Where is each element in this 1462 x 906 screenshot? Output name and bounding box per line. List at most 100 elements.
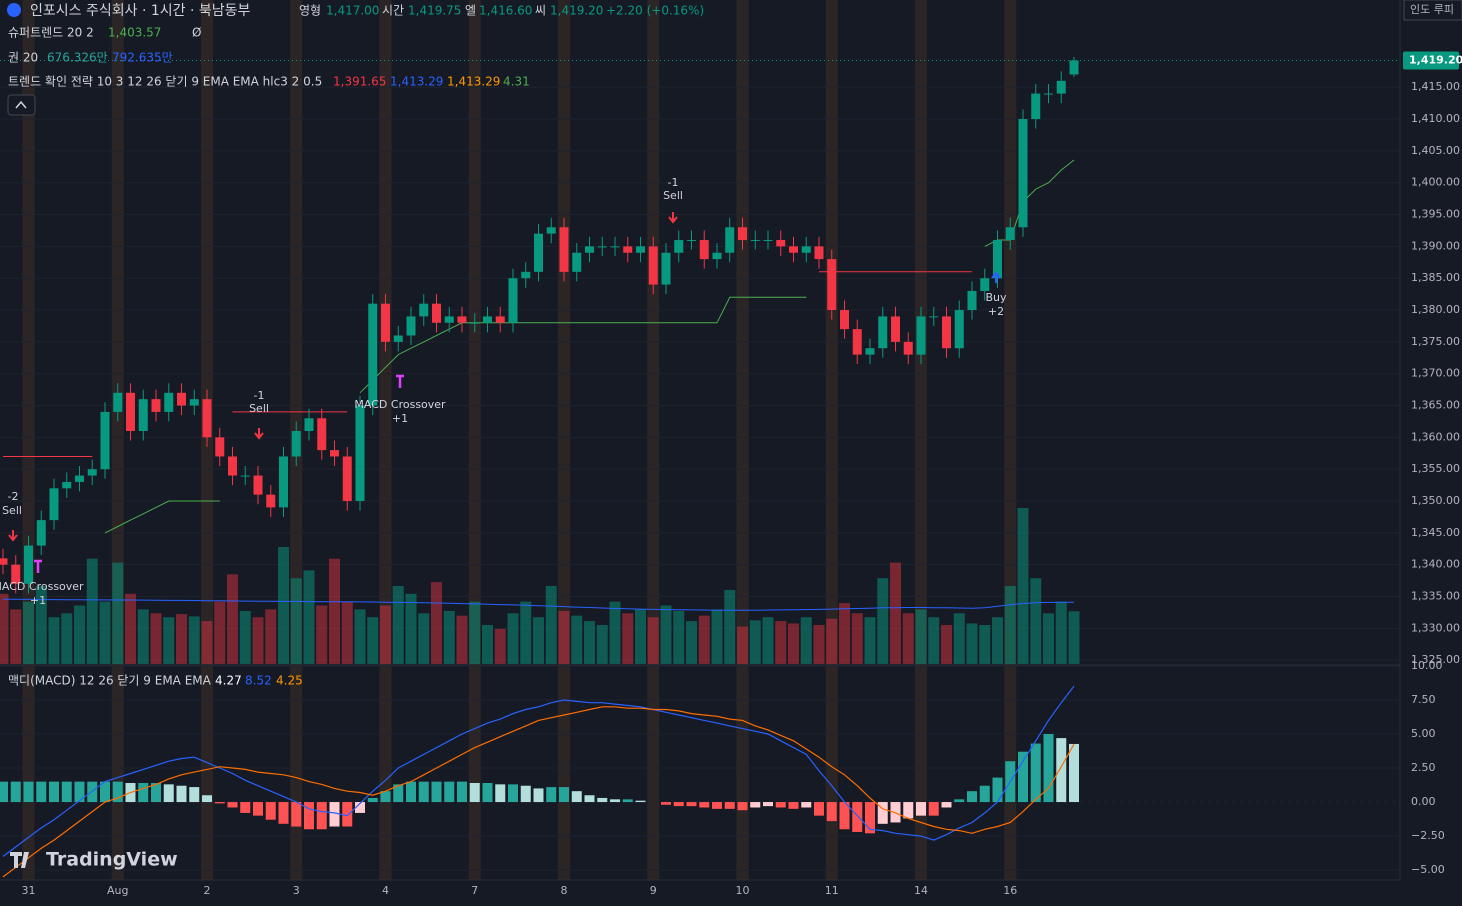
macd-histogram-bar <box>1030 743 1041 803</box>
supertrend-up <box>104 159 1075 534</box>
currency-box[interactable] <box>1403 0 1462 21</box>
candle-body <box>11 564 21 584</box>
macd-histogram-bar <box>826 802 837 822</box>
volume-bar <box>1004 586 1016 664</box>
macd-histogram-bar <box>202 795 212 803</box>
candle-body <box>891 316 900 342</box>
x-tick-label: 8 <box>561 884 568 897</box>
candle-body <box>432 303 441 323</box>
y-tick-label: 5.00 <box>1411 727 1436 740</box>
volume-bar <box>150 613 162 664</box>
ohlc-value: 1,416.60 <box>479 4 532 18</box>
candle-body <box>699 240 709 260</box>
y-tick-label: 1,405.00 <box>1411 144 1460 157</box>
y-tick-label: 1,335.00 <box>1411 590 1460 603</box>
candle-body <box>738 227 747 241</box>
session-band <box>647 0 660 880</box>
macd-histogram-bar <box>865 802 875 834</box>
macd-histogram-bar <box>380 791 391 803</box>
macd-histogram-bar <box>342 802 353 827</box>
volume-bar <box>265 609 277 664</box>
candle-body <box>903 341 913 355</box>
volume-bar <box>584 621 595 664</box>
candle-body <box>317 418 327 451</box>
candle-body <box>304 418 314 431</box>
volume-bar <box>1043 613 1054 664</box>
volume-bar <box>278 547 289 664</box>
y-tick-label: −2.50 <box>1411 829 1445 842</box>
y-tick-label: 1,370.00 <box>1411 367 1460 380</box>
x-tick-label: 9 <box>650 884 657 897</box>
ohlc-value: 1,419.20 <box>550 4 603 18</box>
axes: 31 Aug 2 3 4 7 8 9 10 11 14 16 1,325.00 1,330.00 1,335… <box>22 51 1462 897</box>
macd-histogram-bar <box>967 791 977 803</box>
volume-bar <box>813 625 825 664</box>
macd-histogram-bar <box>329 802 340 827</box>
macd-legend: 맥디(MACD) 12 26 닫기 9 EMA EMA <box>8 674 212 688</box>
volume-bar <box>1017 508 1029 664</box>
volume-bar <box>380 605 391 664</box>
volume-bar <box>571 615 583 664</box>
macd-histogram-bar <box>979 785 990 803</box>
candle-body <box>393 335 403 342</box>
volume-bar <box>354 609 366 664</box>
candle-body <box>789 246 798 253</box>
annotation: +1 <box>392 412 408 425</box>
macd-histogram-bar <box>903 802 914 819</box>
session-band <box>825 0 838 880</box>
macd-histogram-bar <box>1069 743 1079 803</box>
macd-histogram-bar <box>750 802 761 808</box>
candle-body <box>279 456 288 508</box>
x-tick-label: 31 <box>22 884 36 897</box>
macd-histogram-bar <box>559 787 569 803</box>
volume-layer <box>0 508 1080 664</box>
buy-arrow <box>991 271 1001 283</box>
macd-histogram-bar <box>941 802 952 808</box>
macd-value: 4.27 <box>215 674 242 688</box>
volume-bar <box>533 617 544 664</box>
macd-histogram-bar <box>482 783 493 803</box>
candle-body <box>1018 119 1028 228</box>
change: +2.20 (+0.16%) <box>606 4 704 18</box>
candle-body <box>0 558 8 565</box>
volume-bar <box>941 625 952 664</box>
macd-histogram-bar <box>928 802 939 816</box>
volume-bar <box>979 625 991 664</box>
brand: TradingView <box>46 849 178 871</box>
macd-histogram-bar <box>367 797 378 803</box>
volume-bar <box>23 601 34 664</box>
candle-body <box>852 329 862 355</box>
last-price-box <box>1403 51 1459 70</box>
volume-bar <box>609 601 621 664</box>
candle-body <box>202 399 212 438</box>
annotation: -1 <box>254 389 265 402</box>
macd-histogram-bar <box>61 781 72 803</box>
volume-bar <box>456 615 468 664</box>
macd-line <box>2 685 1075 857</box>
macd-histogram-bar <box>214 802 225 804</box>
candle-body <box>508 278 518 323</box>
macd-histogram-bar <box>571 791 582 803</box>
volume-bar <box>749 620 761 664</box>
volume-bar <box>992 617 1003 664</box>
candle-body <box>993 240 1002 279</box>
volume-bar <box>35 586 47 664</box>
volume-bar <box>10 609 22 664</box>
volume-bar <box>482 625 493 664</box>
marks-layer <box>0 56 1400 878</box>
volume-bar <box>405 593 417 664</box>
candle-body <box>138 399 148 431</box>
candle-body <box>840 310 849 330</box>
y-tick-label: 1,400.00 <box>1411 176 1460 189</box>
macd-histogram-bar <box>916 802 926 816</box>
volume-bar <box>1055 601 1067 664</box>
volume-bar <box>724 589 736 664</box>
collapse-button[interactable] <box>7 94 36 116</box>
macd-histogram-bar <box>469 783 480 803</box>
y-tick-label: 1,415.00 <box>1411 80 1460 93</box>
macd-histogram-bar <box>1043 734 1054 803</box>
volume-bar <box>635 609 646 664</box>
candle-body <box>113 392 123 412</box>
indicator-value: 792.635만 <box>112 51 173 65</box>
